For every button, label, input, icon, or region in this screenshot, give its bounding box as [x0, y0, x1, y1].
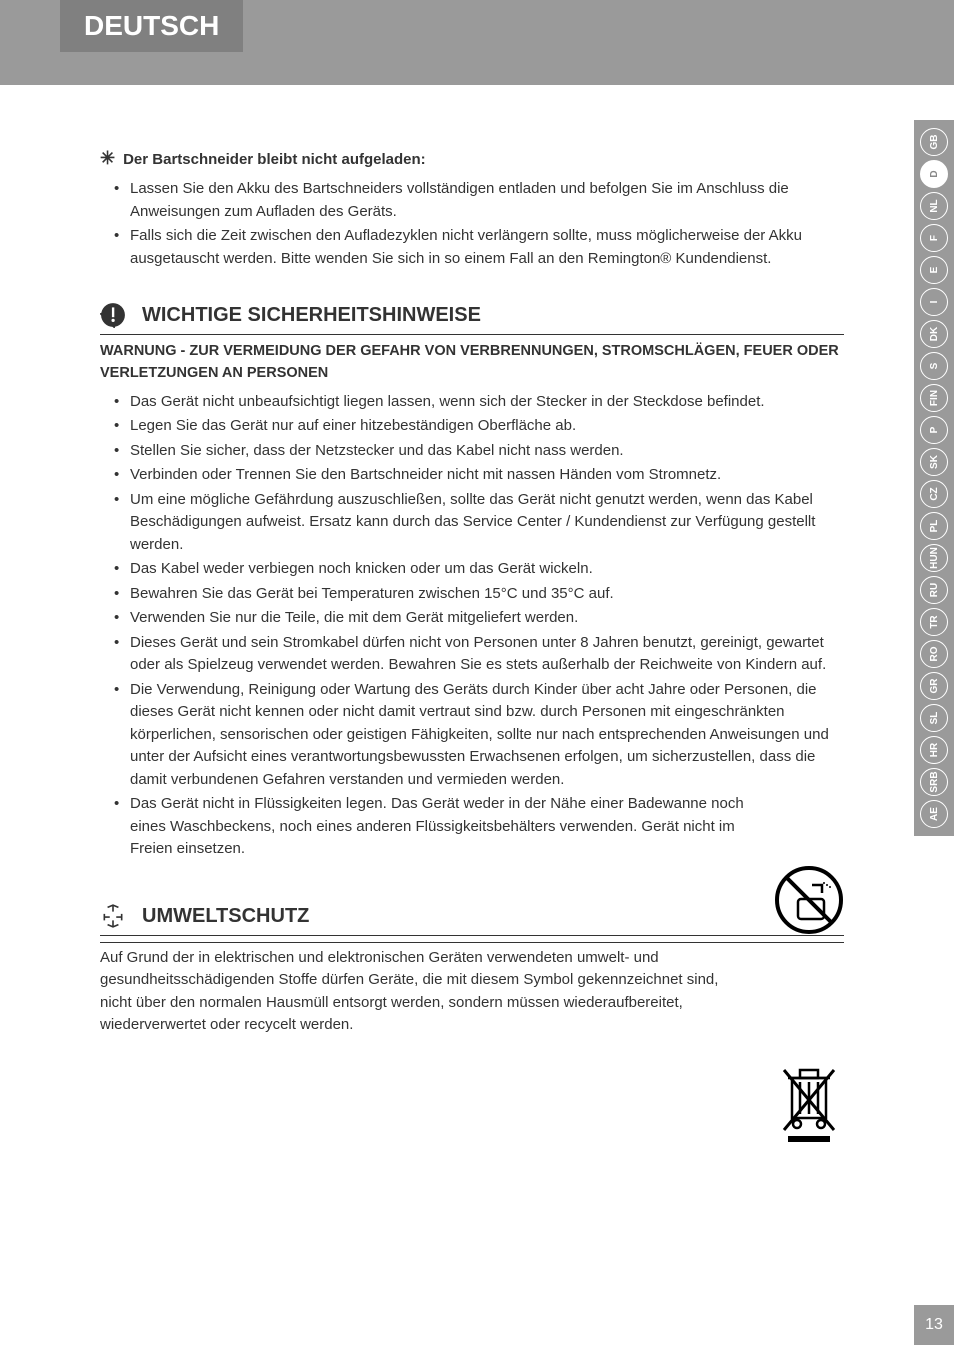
- lang-tab-nl[interactable]: NL: [920, 192, 948, 220]
- lang-tab-tr[interactable]: TR: [920, 608, 948, 636]
- lang-tab-hr[interactable]: HR: [920, 736, 948, 764]
- page-number: 13: [914, 1305, 954, 1345]
- list-item: Lassen Sie den Akku des Bartschneiders v…: [100, 178, 844, 223]
- language-side-tabs: GB D NL FEI DK S FIN P SK CZ PL HUN RU TR RO GR SL HR SRB A…: [914, 120, 954, 836]
- safety-list: Das Gerät nicht unbeaufsichtigt liegen l…: [100, 391, 844, 861]
- troubleshoot-title-text: Der Bartschneider bleibt nicht aufgelade…: [123, 149, 426, 172]
- starburst-icon: [100, 145, 123, 172]
- lang-tab-pl[interactable]: PL: [920, 512, 948, 540]
- recycle-icon: [100, 903, 126, 929]
- list-item: Dieses Gerät und sein Stromkabel dürfen …: [100, 632, 844, 677]
- list-item: Legen Sie das Gerät nur auf einer hitzeb…: [100, 415, 844, 438]
- list-item: Falls sich die Zeit zwischen den Auflade…: [100, 225, 844, 270]
- header-band: DEUTSCH: [0, 0, 954, 85]
- list-item: Stellen Sie sicher, dass der Netzstecker…: [100, 440, 844, 463]
- troubleshoot-list: Lassen Sie den Akku des Bartschneiders v…: [100, 178, 844, 270]
- umwelt-title: UMWELTSCHUTZ: [142, 901, 309, 931]
- list-item: Das Kabel weder verbiegen noch knicken o…: [100, 558, 844, 581]
- lang-tab-ae[interactable]: AE: [920, 800, 948, 828]
- lang-tab-ru[interactable]: RU: [920, 576, 948, 604]
- list-item: Um eine mögliche Gefährdung auszuschließ…: [100, 489, 844, 557]
- lang-tab-cz[interactable]: CZ: [920, 480, 948, 508]
- umwelt-body: Auf Grund der in elektrischen und elektr…: [100, 942, 844, 1037]
- lang-tab-srb[interactable]: SRB: [920, 768, 948, 796]
- lang-tab-dk[interactable]: DK: [920, 320, 948, 348]
- safety-section-header: WICHTIGE SICHERHEITSHINWEISE: [100, 300, 844, 335]
- language-tab: DEUTSCH: [60, 0, 243, 52]
- lang-tab-d[interactable]: D: [920, 160, 948, 188]
- weee-bin-icon: [774, 1060, 844, 1150]
- no-water-icon: [774, 865, 844, 935]
- lang-tab-i[interactable]: I: [920, 288, 948, 316]
- list-item: Verbinden oder Trennen Sie den Bartschne…: [100, 464, 844, 487]
- list-item: Bewahren Sie das Gerät bei Temperaturen …: [100, 583, 844, 606]
- warning-icon: [100, 302, 126, 328]
- lang-tab-f[interactable]: F: [920, 224, 948, 252]
- umwelt-section-header: UMWELTSCHUTZ: [100, 901, 844, 936]
- safety-title: WICHTIGE SICHERHEITSHINWEISE: [142, 300, 481, 330]
- lang-tab-hun[interactable]: HUN: [920, 544, 948, 572]
- troubleshoot-heading: Der Bartschneider bleibt nicht aufgelade…: [100, 145, 844, 172]
- lang-tab-ro[interactable]: RO: [920, 640, 948, 668]
- lang-tab-sl[interactable]: SL: [920, 704, 948, 732]
- lang-tab-e[interactable]: E: [920, 256, 948, 284]
- list-item: Das Gerät nicht unbeaufsichtigt liegen l…: [100, 391, 844, 414]
- list-item: Die Verwendung, Reinigung oder Wartung d…: [100, 679, 844, 792]
- lang-tab-fin[interactable]: FIN: [920, 384, 948, 412]
- umwelt-paragraph: Auf Grund der in elektrischen und elektr…: [100, 947, 844, 1037]
- safety-subtitle: WARNUNG - ZUR VERMEIDUNG DER GEFAHR VON …: [100, 341, 844, 385]
- lang-tab-p[interactable]: P: [920, 416, 948, 444]
- lang-tab-s[interactable]: S: [920, 352, 948, 380]
- lang-tab-gr[interactable]: GR: [920, 672, 948, 700]
- lang-tab-sk[interactable]: SK: [920, 448, 948, 476]
- lang-tab-gb[interactable]: GB: [920, 128, 948, 156]
- list-item: Das Gerät nicht in Flüssigkeiten legen. …: [100, 793, 844, 861]
- list-item: Verwenden Sie nur die Teile, die mit dem…: [100, 607, 844, 630]
